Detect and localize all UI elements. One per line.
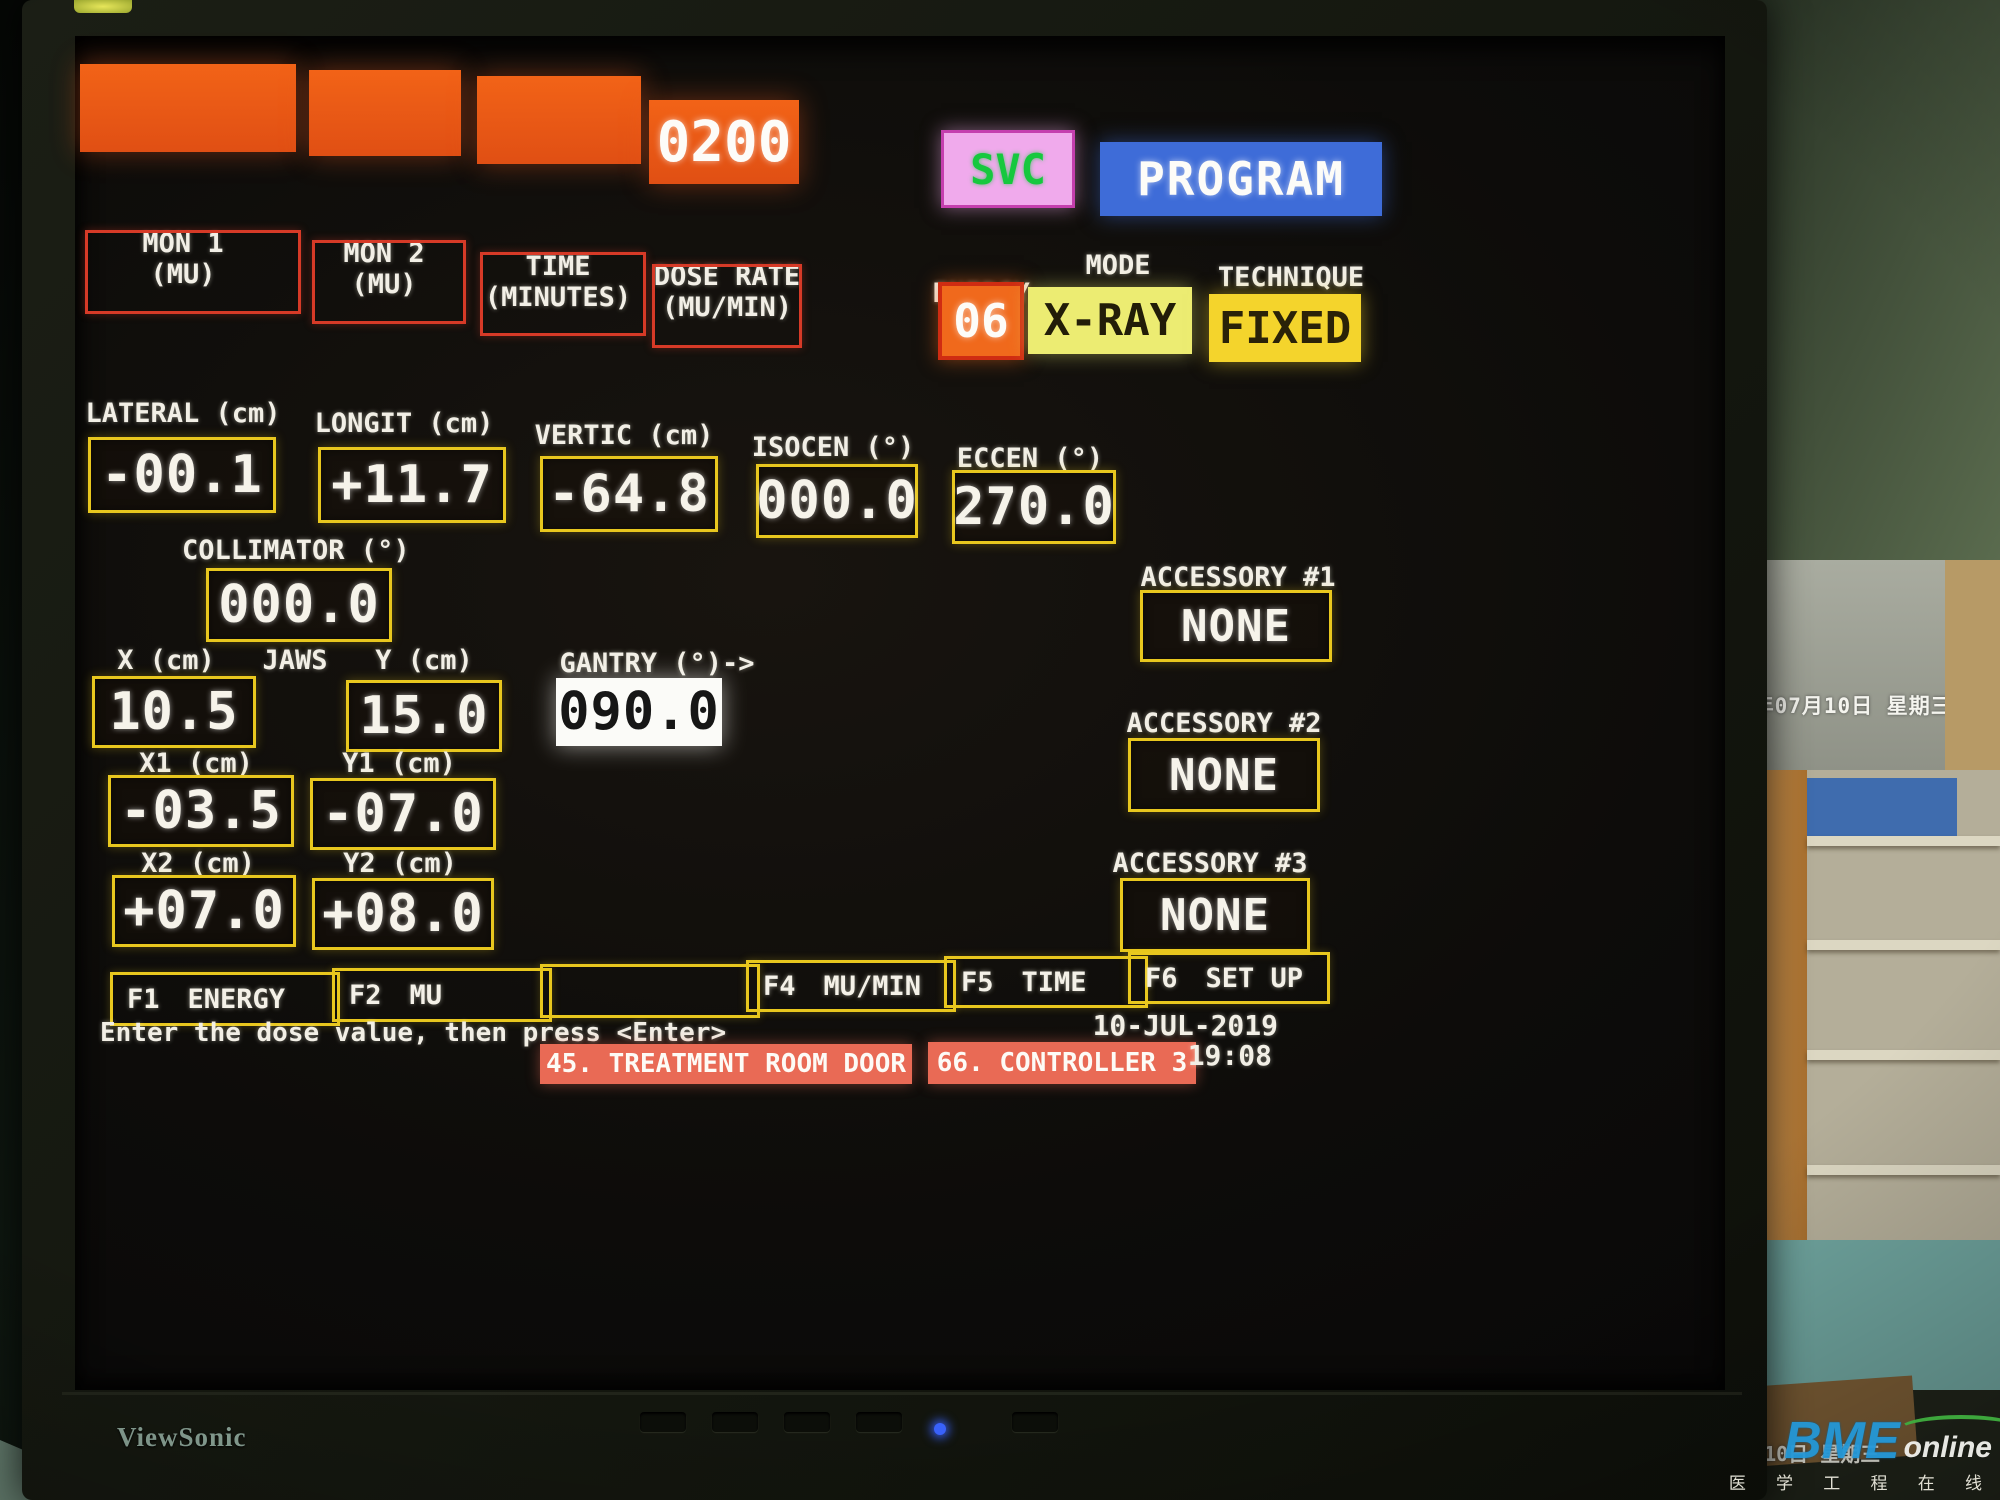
energy-value-box: 06: [938, 282, 1024, 360]
power-led: [934, 1423, 946, 1435]
watermark-chinese: 医 学 工 程 在 线: [1728, 1474, 1992, 1494]
longit-value: +11.7: [318, 447, 506, 523]
shelf-board: [1807, 836, 2000, 846]
fkey-name: SET UP: [1205, 962, 1304, 994]
accessory3-value: NONE: [1120, 878, 1310, 952]
monitor-power-button[interactable]: [1012, 1412, 1058, 1432]
energy-value: 06: [953, 294, 1009, 348]
collimator-value: 000.0: [206, 568, 392, 642]
fkey-name: MU/MIN: [823, 970, 922, 1002]
vertic-value: -64.8: [540, 456, 718, 532]
counter-block-mon1: [80, 64, 296, 152]
shelf-board: [1807, 940, 2000, 950]
fkey-f5-time[interactable]: F5 TIME: [944, 956, 1148, 1008]
isocen-value: 000.0: [756, 464, 918, 538]
fkey-name: TIME: [1021, 966, 1087, 998]
fkey-f3-blank[interactable]: [540, 964, 760, 1018]
y1-label: Y1 (cm): [342, 748, 456, 779]
fkey-label: F2: [349, 979, 382, 1011]
crt-screen: 0200 MON 1 (MU) MON 2 (MU) TIME (MINUTES) D…: [75, 36, 1725, 1390]
gantry-value-box: 090.0: [556, 678, 722, 746]
jaws-y-value: 15.0: [346, 680, 502, 752]
isocen-label: ISOCEN (°): [751, 432, 915, 463]
bme-watermark: BME online 医 学 工 程 在 线: [1728, 1412, 2000, 1494]
shelf-board: [1807, 1050, 2000, 1060]
technique-label: TECHNIQUE: [1217, 262, 1365, 293]
time-readout: [480, 252, 646, 336]
accessory3-label: ACCESSORY #3: [1112, 848, 1308, 879]
program-indicator: PROGRAM: [1100, 142, 1382, 216]
vertic-label: VERTIC (cm): [534, 420, 714, 451]
fkey-f2-mu[interactable]: F2 MU: [332, 968, 552, 1022]
x2-value: +07.0: [112, 875, 296, 947]
accessory1-value: NONE: [1140, 590, 1332, 662]
watermark-bme: BME: [1784, 1412, 1900, 1471]
monitor-brand-logo: ViewSonic: [117, 1422, 247, 1452]
watermark-arc: [1897, 1415, 2000, 1445]
accessory2-label: ACCESSORY #2: [1126, 708, 1322, 739]
gantry-value: 090.0: [558, 682, 720, 742]
accessory1-label: ACCESSORY #1: [1140, 562, 1336, 593]
shelf-blue-box: [1807, 778, 1957, 836]
shelf-board: [1807, 1165, 2000, 1175]
x1-value: -03.5: [108, 775, 294, 847]
fkey-f6-setup[interactable]: F6 SET UP: [1128, 952, 1330, 1004]
svc-indicator: SVC: [941, 130, 1075, 208]
jaws-y-label: Y (cm): [375, 645, 473, 676]
counter-block-mon2: [309, 70, 461, 156]
fkey-name: MU: [409, 979, 443, 1011]
y1-value: -07.0: [310, 778, 496, 850]
gantry-label: GANTRY (°)->: [559, 648, 755, 679]
mode-value: X-RAY: [1043, 295, 1177, 346]
counter-block-time: [477, 76, 641, 164]
lateral-value: -00.1: [88, 437, 276, 513]
dose-rate-value: 0200: [656, 109, 792, 175]
eccen-value: 270.0: [952, 470, 1116, 544]
monitor-button[interactable]: [712, 1412, 758, 1432]
bezel-sticker: [74, 0, 132, 13]
monitor: VP950b 0200 MON 1(MU) MON 2(MU) TIME(MIN…: [22, 0, 1767, 1500]
collimator-label: COLLIMATOR (°): [182, 535, 410, 566]
fkey-label: F1: [127, 983, 160, 1015]
y2-value: +08.0: [312, 878, 494, 950]
dose-rate-readout: [652, 264, 802, 348]
fkey-name: ENERGY: [187, 983, 286, 1015]
mon1-readout: [85, 230, 301, 314]
fkey-f4-mumin[interactable]: F4 MU/MIN: [746, 960, 956, 1012]
fkey-label: F5: [961, 966, 994, 998]
technique-value-box: FIXED: [1209, 294, 1361, 362]
monitor-button[interactable]: [784, 1412, 830, 1432]
lateral-label: LATERAL (cm): [85, 398, 281, 429]
accessory2-value: NONE: [1128, 738, 1320, 812]
date-display: 10-JUL-2019: [1092, 1009, 1278, 1042]
technique-value: FIXED: [1218, 302, 1352, 354]
time-display: 19:08: [1187, 1039, 1272, 1072]
mode-value-box: X-RAY: [1028, 287, 1192, 354]
monitor-button[interactable]: [856, 1412, 902, 1432]
mon2-readout: [312, 240, 466, 324]
fkey-label: F6: [1145, 962, 1178, 994]
y2-label: Y2 (cm): [343, 848, 457, 879]
program-text: PROGRAM: [1137, 152, 1345, 206]
monitor-button[interactable]: [640, 1412, 686, 1432]
bezel-seam: [62, 1392, 1742, 1395]
longit-label: LONGIT (cm): [314, 408, 494, 439]
fkey-label: F4: [763, 970, 796, 1002]
counter-block-doserate: 0200: [649, 100, 799, 184]
svc-text: SVC: [970, 144, 1046, 194]
interlock-treatment-room-door: 45. TREATMENT ROOM DOOR: [540, 1044, 912, 1084]
jaws-x-value: 10.5: [92, 676, 256, 748]
